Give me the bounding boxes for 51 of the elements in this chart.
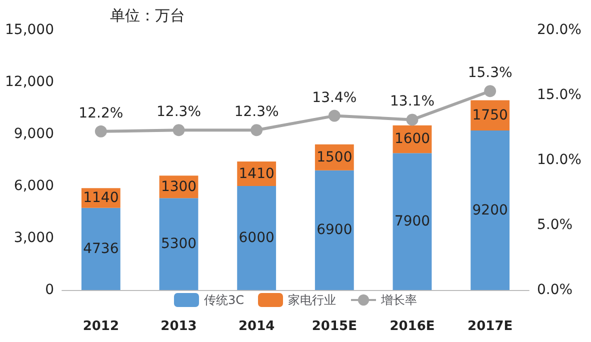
point	[172, 124, 185, 136]
data-label: 6000	[238, 230, 274, 246]
bar	[314, 170, 354, 290]
y2-tick-label: 10.0%	[537, 152, 582, 168]
y2-tick-label: 0.0%	[537, 282, 573, 298]
y-tick-label: 12,000	[5, 74, 54, 90]
y2-tick-label: 20.0%	[537, 22, 582, 38]
y2-tick-label: 15.0%	[537, 87, 582, 103]
data-label: 1600	[394, 131, 430, 148]
y2-tick-label: 5.0%	[537, 217, 573, 233]
y-tick-label: 9,000	[14, 126, 54, 142]
bar	[392, 153, 432, 290]
x-tick-label: 2014	[238, 319, 275, 334]
x-tick-label: 2012	[82, 319, 120, 334]
data-label: 1750	[472, 107, 508, 124]
point	[484, 85, 496, 98]
data-label: 1500	[316, 149, 352, 166]
data-label: 1140	[83, 190, 119, 206]
x-tick-label: 2013	[160, 319, 197, 334]
x-tick-label: 2016E	[390, 319, 435, 334]
data-label: 4736	[83, 240, 119, 257]
legend-label: 传统3C	[204, 293, 244, 307]
data-label: 13.1%	[390, 94, 434, 110]
x-tick-label: 2017E	[468, 319, 513, 334]
point	[406, 114, 418, 126]
point	[328, 110, 340, 122]
data-label: 12.3%	[234, 104, 279, 120]
legend-label: 家电行业	[288, 293, 336, 307]
data-label: 5300	[160, 236, 197, 252]
data-label: 15.3%	[468, 65, 512, 82]
data-label: 13.4%	[312, 90, 357, 106]
bar	[81, 208, 120, 290]
text: 单位：万台	[110, 6, 185, 24]
data-label: 1300	[160, 178, 197, 195]
point	[250, 124, 263, 136]
bar	[470, 130, 510, 290]
data-label: 9200	[472, 202, 508, 218]
x-tick-label: 2015E	[312, 319, 357, 334]
bar	[159, 198, 198, 290]
y-tick-label: 6,000	[14, 178, 54, 194]
data-label: 1410	[238, 166, 274, 182]
bar	[237, 186, 276, 290]
legend-label: 增长率	[380, 293, 418, 307]
y-tick-label: 0	[45, 282, 54, 298]
data-label: 6900	[316, 222, 352, 238]
data-label: 12.3%	[156, 104, 201, 120]
point	[94, 125, 107, 138]
data-label: 12.2%	[78, 105, 124, 122]
y-tick-label: 15,000	[5, 22, 54, 38]
y-tick-label: 3,000	[14, 230, 54, 246]
data-label: 7900	[394, 214, 430, 230]
